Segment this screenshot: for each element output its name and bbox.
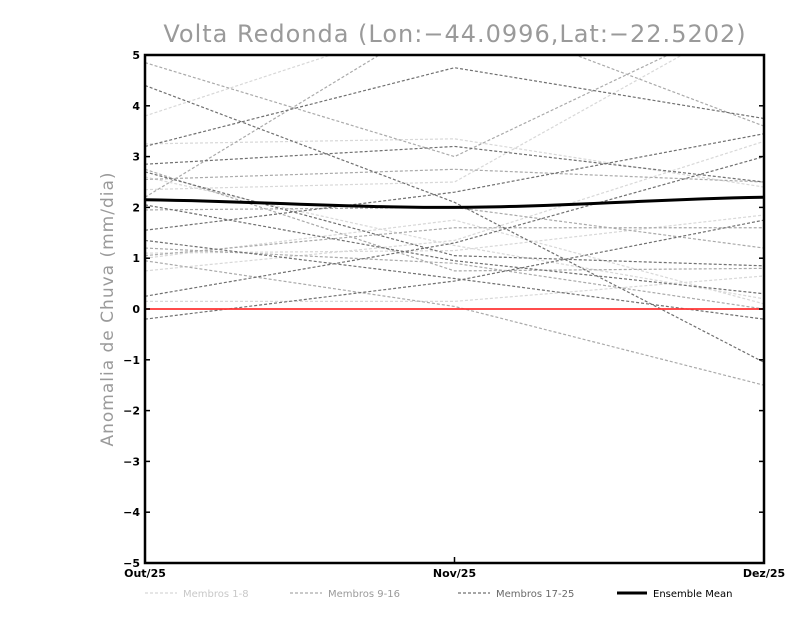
series-line-member-6 <box>145 140 764 272</box>
series-line-member-5 <box>145 219 764 305</box>
y-tick-label: 5 <box>132 49 140 62</box>
x-tick-label: Out/25 <box>124 567 166 580</box>
tick-layer: −5 −4 −3 −2 −1 0 1 2 3 4 5 Out/25 Nov/25 Dez/25 <box>123 49 785 580</box>
y-tick-label: 3 <box>132 151 140 164</box>
legend-label: Ensemble Mean <box>653 589 732 600</box>
y-axis-label: Anomalia de Chuva (mm/dia) <box>98 171 118 446</box>
x-tick-label: Nov/25 <box>433 567 476 580</box>
series-line-member-10 <box>145 168 764 183</box>
series-line-member-16 <box>145 55 764 198</box>
legend: Membros 1-8 Membros 9-16 Membros 17-25 Ense… <box>145 589 732 600</box>
series-line-member-21 <box>145 133 764 231</box>
y-tick-label: 0 <box>132 303 140 316</box>
series-line-ensemble-mean <box>145 195 764 209</box>
y-tick-label: 4 <box>132 100 140 113</box>
x-tick-label: Dez/25 <box>743 567 785 580</box>
series-line-member-20 <box>145 171 764 267</box>
series-line-member-23 <box>145 156 764 297</box>
series-line-member-25 <box>145 204 764 295</box>
series-line-member-13 <box>145 260 764 386</box>
y-tick-label: −1 <box>123 354 140 367</box>
series-line-member-11 <box>145 206 764 249</box>
series-line-member-3 <box>145 55 684 191</box>
series-line-member-17 <box>145 67 764 148</box>
y-tick-label: −3 <box>123 455 140 468</box>
series-line-member-14 <box>145 168 764 272</box>
y-tick-label: −5 <box>123 557 140 570</box>
chart-title: Volta Redonda (Lon:−44.0996,Lat:−22.5202… <box>163 20 746 48</box>
series-line-member-4 <box>145 214 764 254</box>
y-tick-label: 1 <box>132 252 140 265</box>
legend-label: Membros 17-25 <box>496 589 574 600</box>
series-line-member-9 <box>145 55 670 158</box>
y-tick-label: −2 <box>123 405 140 418</box>
series-line-member-18 <box>145 84 764 363</box>
legend-label: Membros 1-8 <box>183 589 249 600</box>
series-line-member-24 <box>145 219 764 320</box>
series-line-member-7 <box>145 275 764 302</box>
legend-label: Membros 9-16 <box>328 589 400 600</box>
series-line-member-19 <box>145 145 764 183</box>
series-line-member-12 <box>145 227 764 257</box>
y-tick-label: 2 <box>132 201 140 214</box>
y-tick-label: −4 <box>123 506 140 519</box>
series-line-member-22 <box>145 239 764 320</box>
series-layer <box>145 55 764 386</box>
